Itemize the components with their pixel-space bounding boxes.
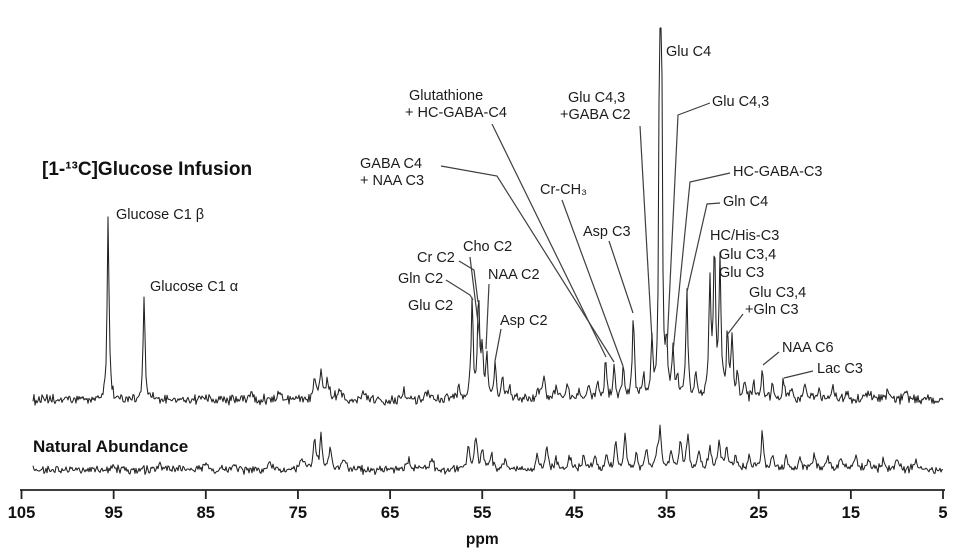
natural-abundance-title: Natural Abundance — [33, 437, 189, 456]
pointer-line-glu-c43-gaba-c2 — [639, 125, 653, 341]
peak-label-hc-his-c3: HC/His-C3 — [710, 228, 779, 245]
peak-label-glu-c3: Glu C3 — [719, 265, 764, 282]
peak-label-line: Lac C3 — [817, 361, 863, 377]
peak-label-glu-c34-upper: Glu C3,4 — [719, 247, 776, 264]
peak-label-hc-gaba-c3: HC-GABA-C3 — [733, 164, 822, 181]
peak-label-naa-c2: NAA C2 — [488, 267, 540, 284]
peak-label-line: Glu C4 — [666, 44, 712, 60]
x-tick-label-105: 105 — [7, 504, 36, 522]
peak-label-line: HC-GABA-C3 — [733, 164, 823, 180]
peak-label-glu-c2: Glu C2 — [408, 298, 453, 315]
peak-label-gln-c4: Gln C4 — [723, 194, 768, 211]
peak-label-line: HC/His-C3 — [710, 228, 780, 244]
pointer-line-cho-c2 — [469, 256, 482, 348]
peak-label-line: Glu C3 — [719, 265, 765, 281]
x-tick-label-65: 65 — [380, 504, 400, 522]
pointer-line-gaba-c4-naa-c3 — [440, 165, 615, 363]
peak-label-line: Asp C3 — [583, 224, 631, 240]
x-tick-label-35: 35 — [657, 504, 676, 522]
peak-label-naa-c6: NAA C6 — [782, 340, 834, 357]
peak-label-line: +Gln C3 — [745, 302, 799, 318]
peak-label-line: Glu C3,4 — [719, 247, 777, 263]
pointer-line-asp-c3 — [608, 240, 634, 314]
peak-label-glucose-c1-alpha: Glucose C1 α — [150, 279, 238, 296]
peak-label-line: Glucose C1 α — [150, 279, 239, 295]
peak-label-line: Glu C4,3 — [712, 94, 770, 110]
pointer-line-glu-c34-gln-c3 — [726, 313, 744, 336]
peak-label-line: Glucose C1 β — [116, 207, 205, 223]
pointer-line-cr-c2 — [458, 260, 479, 303]
peak-label-line: Cr-CH₃ — [540, 182, 587, 198]
peak-label-line: Cr C2 — [417, 250, 455, 266]
pointer-line-naa-c2 — [485, 283, 490, 350]
peak-label-line: Glutathione — [409, 88, 484, 104]
peak-label-glu-c43-gaba-c2: Glu C4,3 +GABA C2 — [560, 90, 631, 124]
peak-label-lac-c3: Lac C3 — [817, 361, 863, 378]
pointer-line-cr-ch3 — [561, 199, 624, 367]
peak-label-line: Glu C3,4 — [749, 285, 807, 301]
x-tick-label-55: 55 — [473, 504, 492, 522]
peak-label-line: Glu C2 — [408, 298, 454, 314]
peak-label-glutathione-hc-gaba-c4: Glutathione + HC-GABA-C4 — [405, 88, 507, 122]
peak-label-asp-c2: Asp C2 — [500, 313, 548, 330]
peak-label-line: Cho C2 — [463, 239, 513, 255]
peak-label-cho-c2: Cho C2 — [463, 239, 512, 256]
peak-label-gln-c2: Gln C2 — [398, 271, 443, 288]
pointer-line-asp-c2 — [494, 328, 502, 362]
pointer-line-gln-c2 — [445, 279, 474, 301]
peak-label-line: Gln C2 — [398, 271, 444, 287]
infusion-spectrum-title: [1-¹³C]Glucose Infusion — [42, 159, 253, 180]
peak-label-glu-c4: Glu C4 — [666, 44, 711, 61]
x-tick-label-15: 15 — [841, 504, 861, 522]
peak-label-line: Glu C4,3 — [568, 90, 626, 106]
x-tick-label-25: 25 — [749, 504, 768, 522]
peak-label-cr-c2: Cr C2 — [417, 250, 455, 267]
peak-label-line: Gln C4 — [723, 194, 769, 210]
pointer-line-gln-c4 — [686, 202, 721, 293]
peak-label-line: +GABA C2 — [560, 107, 631, 123]
peak-label-gaba-c4-naa-c3: GABA C4 + NAA C3 — [360, 156, 424, 190]
pointer-line-hc-gaba-c3 — [672, 172, 731, 353]
peak-label-line: + HC-GABA-C4 — [405, 105, 507, 121]
peak-label-line: NAA C6 — [782, 340, 834, 356]
x-tick-label-5: 5 — [938, 504, 948, 522]
x-tick-label-85: 85 — [196, 504, 215, 522]
x-axis-title: ppm — [465, 531, 499, 548]
peak-label-glu-c34-gln-c3: Glu C3,4 +Gln C3 — [745, 285, 806, 319]
infusion-spectrum-trace — [32, 27, 944, 406]
peak-label-glu-c43: Glu C4,3 — [712, 94, 769, 111]
peak-label-line: GABA C4 — [360, 156, 423, 172]
pointer-line-lac-c3 — [783, 370, 814, 379]
peak-label-glucose-c1-beta: Glucose C1 β — [116, 207, 204, 224]
pointer-line-glu-c43 — [666, 102, 711, 348]
natural-abundance-spectrum-trace — [32, 424, 944, 476]
x-tick-label-95: 95 — [104, 504, 123, 522]
peak-label-asp-c3: Asp C3 — [583, 224, 631, 241]
x-tick-label-75: 75 — [288, 504, 308, 522]
peak-label-line: Asp C2 — [500, 313, 548, 329]
peak-label-cr-ch3: Cr-CH₃ — [540, 182, 587, 199]
pointer-line-naa-c6 — [762, 351, 780, 366]
peak-label-line: NAA C2 — [488, 267, 540, 283]
peak-label-line: + NAA C3 — [360, 173, 425, 189]
x-tick-label-45: 45 — [565, 504, 584, 522]
